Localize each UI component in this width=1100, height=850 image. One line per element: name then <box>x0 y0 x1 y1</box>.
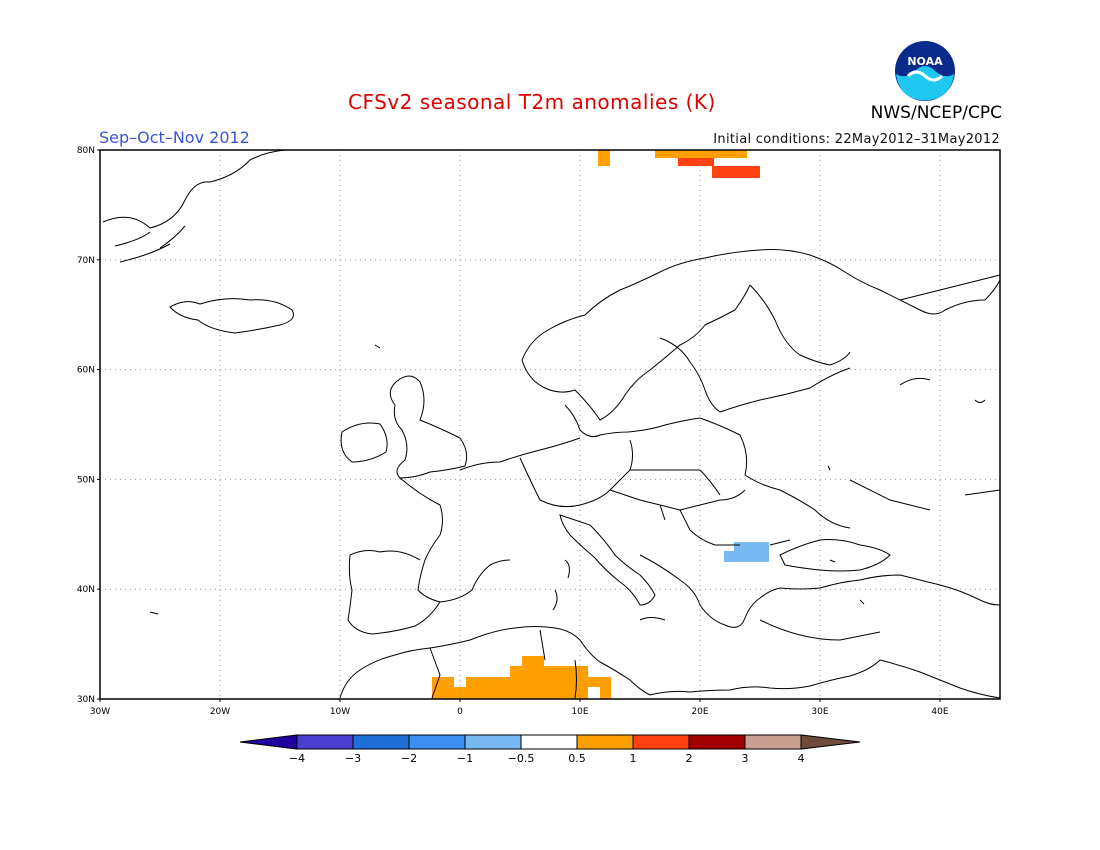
anomaly-cell-orange <box>600 677 611 699</box>
initial-conditions-label: Initial conditions: 22May2012–31May2012 <box>713 132 1000 147</box>
longitude-tick-label: 30W <box>90 707 110 717</box>
map-frame <box>99 149 1001 700</box>
colorbar-label: −4 <box>289 752 305 765</box>
colorbar-label: 2 <box>686 752 693 765</box>
colorbar-label: 0.5 <box>568 752 586 765</box>
colorbar-segment <box>632 734 690 750</box>
anomaly-cell-red <box>712 166 760 178</box>
colorbar-segment <box>352 734 410 750</box>
coastlines <box>102 149 1001 699</box>
colorbar-segment <box>408 734 466 750</box>
colorbar-arrow-right <box>800 734 861 750</box>
colorbar-segment <box>576 734 634 750</box>
longitude-tick-label: 10W <box>330 707 350 717</box>
noaa-logo: NOAA <box>895 41 955 101</box>
colorbar-segment <box>744 734 802 750</box>
longitude-tick-label: 30E <box>811 707 828 717</box>
graticule <box>100 150 1000 699</box>
colorbar-segment <box>520 734 578 750</box>
latitude-tick-label: 50N <box>77 475 95 485</box>
anomaly-cell-orange <box>466 677 510 699</box>
colorbar-segment <box>296 734 354 750</box>
anomaly-cell-orange <box>598 150 610 166</box>
anomaly-cell-orange <box>544 666 588 699</box>
anomaly-cell-orange <box>655 150 747 158</box>
longitude-tick-label: 20W <box>210 707 230 717</box>
agency-label: NWS/NCEP/CPC <box>870 103 1002 123</box>
anomaly-cell-orange <box>588 677 600 687</box>
colorbar-label: 1 <box>630 752 637 765</box>
colorbar-label: −3 <box>345 752 361 765</box>
latitude-tick-label: 80N <box>77 146 95 156</box>
colorbar-label: −0.5 <box>508 752 535 765</box>
season-label: Sep–Oct–Nov 2012 <box>99 128 250 147</box>
anomaly-layer <box>432 150 769 699</box>
anomaly-cell-blue <box>724 551 736 562</box>
longitude-tick-label: 20E <box>691 707 708 717</box>
colorbar-arrow-left <box>239 734 298 750</box>
colorbar-label: 3 <box>742 752 749 765</box>
colorbar: −4 −3 −2 −1 −0.5 0.5 1 2 3 4 <box>239 734 861 765</box>
longitude-tick-label: 0 <box>457 707 463 717</box>
colorbar-label: −1 <box>457 752 473 765</box>
colorbar-segment <box>688 734 746 750</box>
latitude-tick-label: 40N <box>77 585 95 595</box>
longitude-tick-label: 10E <box>571 707 588 717</box>
anomaly-cell-red <box>678 158 714 166</box>
logo-text: NOAA <box>907 55 943 68</box>
longitude-labels: 30W 20W 10W 0 10E 20E 30E 40E <box>90 699 949 717</box>
latitude-tick-label: 60N <box>77 366 95 376</box>
latitude-labels: 30N 40N 50N 60N 70N 80N <box>77 146 100 705</box>
map-title: CFSv2 seasonal T2m anomalies (K) <box>348 90 716 114</box>
latitude-tick-label: 70N <box>77 256 95 266</box>
anomaly-cell-orange <box>522 656 544 699</box>
colorbar-label: 4 <box>798 752 805 765</box>
anomaly-cell-blue <box>734 542 769 562</box>
colorbar-label: −2 <box>401 752 417 765</box>
colorbar-segment <box>464 734 522 750</box>
longitude-tick-label: 40E <box>931 707 948 717</box>
anomaly-cell-orange <box>454 687 466 699</box>
latitude-tick-label: 30N <box>77 695 95 705</box>
anomaly-cell-orange <box>510 666 522 699</box>
